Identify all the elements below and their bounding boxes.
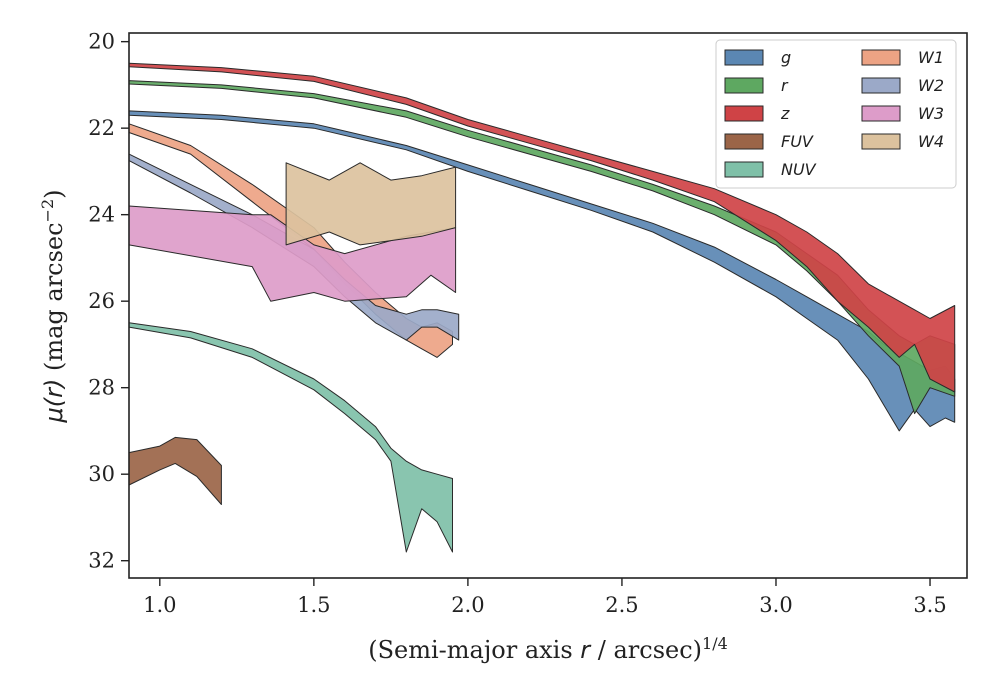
y-tick-label: 30 bbox=[88, 462, 115, 486]
y-tick-label: 28 bbox=[88, 376, 115, 400]
legend-swatch-w1 bbox=[861, 49, 901, 66]
band-nuv bbox=[128, 322, 453, 553]
legend-swatch-fuv bbox=[724, 133, 764, 150]
y-axis-label: μ(r) (mag arcsec−2) bbox=[38, 189, 69, 423]
band-fuv bbox=[128, 436, 222, 505]
x-tick-label: 3.5 bbox=[913, 593, 946, 617]
legend-swatch-z bbox=[724, 105, 764, 122]
legend-swatch-w2 bbox=[861, 77, 901, 94]
legend-label-fuv: FUV bbox=[781, 132, 814, 151]
legend-box bbox=[715, 39, 957, 189]
plot-frame bbox=[128, 32, 968, 579]
y-tick-label: 32 bbox=[88, 549, 115, 573]
y-tick-label: 24 bbox=[88, 203, 115, 227]
band-g bbox=[128, 110, 956, 432]
x-tick-label: 1.0 bbox=[143, 593, 176, 617]
legend-swatch-r bbox=[724, 77, 764, 94]
legend-label-w2: W2 bbox=[918, 76, 944, 95]
legend-label-nuv: NUV bbox=[781, 160, 817, 179]
legend-label-z: z bbox=[780, 104, 790, 123]
legend: grz FUV NUV W1 W2 W3 W4 bbox=[715, 39, 957, 189]
legend-label-r: r bbox=[781, 76, 789, 95]
band-z bbox=[128, 62, 956, 393]
x-tick-label: 2.0 bbox=[451, 593, 484, 617]
legend-label-w4: W4 bbox=[918, 132, 944, 151]
x-tick-label: 2.5 bbox=[605, 593, 638, 617]
legend-label-g: g bbox=[781, 48, 791, 67]
band-w4 bbox=[285, 162, 457, 246]
legend-swatch-nuv bbox=[724, 161, 764, 178]
legend-label-w3: W3 bbox=[918, 104, 944, 123]
chart-areas bbox=[128, 62, 956, 553]
x-axis-ticks: 1.0 1.5 2.0 2.5 3.0 3.5 bbox=[143, 578, 947, 617]
legend-swatch-w4 bbox=[861, 133, 901, 150]
legend-swatch-g bbox=[724, 49, 764, 66]
legend-label-w1: W1 bbox=[918, 48, 944, 67]
x-tick-label: 3.0 bbox=[759, 593, 792, 617]
y-axis-ticks: 20 22 24 26 28 30 32 bbox=[88, 30, 129, 573]
legend-swatch-w3 bbox=[861, 105, 901, 122]
x-axis-label: (Semi-major axis r / arcsec)1/4 bbox=[368, 634, 728, 665]
x-tick-label: 1.5 bbox=[297, 593, 330, 617]
y-tick-label: 26 bbox=[88, 289, 115, 313]
y-tick-label: 22 bbox=[88, 116, 115, 140]
y-tick-label: 20 bbox=[88, 30, 115, 54]
